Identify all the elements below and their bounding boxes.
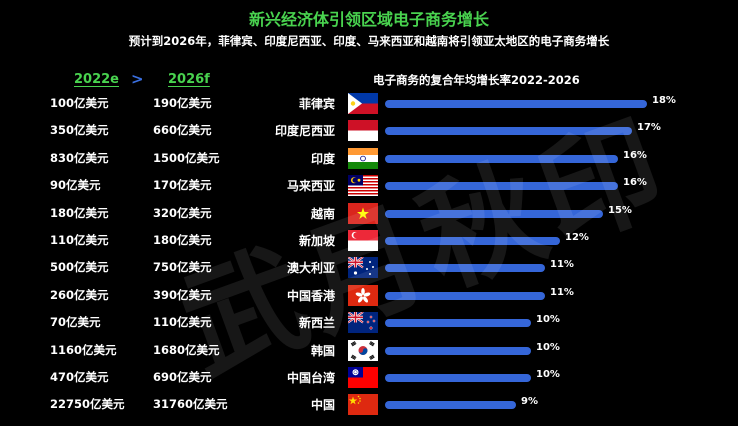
indonesia-flag-icon — [348, 120, 378, 142]
chart-row: 470亿美元 690亿美元 中国台湾 10% — [0, 364, 738, 391]
bar — [385, 264, 545, 273]
bar-value-label: 17% — [637, 122, 661, 134]
india-flag-icon — [348, 147, 378, 169]
philippines-flag-icon — [348, 93, 378, 114]
chart-row: 1160亿美元 1680亿美元 韩国 10% — [0, 337, 738, 364]
chart-subtitle: 预计到2026年，菲律宾、印度尼西亚、印度、马来西亚和越南将引领亚太地区的电子商… — [128, 34, 610, 48]
country-label: 越南 — [310, 206, 335, 221]
taiwan-flag-icon — [348, 367, 378, 388]
newzealand-flag-icon — [348, 312, 378, 334]
bar-value-label: 11% — [550, 259, 574, 271]
australia-flag-icon — [348, 257, 378, 279]
value-2022: 22750亿美元 — [50, 397, 125, 412]
value-2026: 190亿美元 — [153, 96, 212, 110]
value-2026: 180亿美元 — [153, 233, 212, 247]
bar — [385, 182, 618, 191]
chart-row: 260亿美元 390亿美元 中国香港 11% — [0, 282, 738, 309]
bar — [385, 209, 603, 218]
chart-row: 110亿美元 180亿美元 新加坡 12% — [0, 227, 738, 254]
country-label: 中国 — [310, 398, 335, 413]
column-arrow: > — [131, 70, 144, 88]
bar — [385, 127, 632, 136]
column-header-2026: 2026f — [168, 72, 210, 87]
bar-value-label: 11% — [550, 286, 574, 298]
bar — [385, 374, 531, 382]
country-label: 澳大利亚 — [286, 261, 335, 276]
bar — [385, 319, 531, 328]
value-2022: 1160亿美元 — [50, 342, 117, 357]
value-2022: 180亿美元 — [50, 205, 109, 220]
country-label: 马来西亚 — [286, 179, 335, 194]
chart-row: 22750亿美元 31760亿美元 中国 9% — [0, 391, 738, 418]
country-label: 新西兰 — [298, 316, 335, 331]
value-2026: 110亿美元 — [153, 315, 212, 330]
country-label: 中国台湾 — [286, 371, 335, 385]
value-2022: 70亿美元 — [50, 315, 101, 330]
bar — [385, 154, 618, 163]
value-2026: 1680亿美元 — [153, 342, 220, 357]
china-flag-icon — [348, 394, 378, 416]
bar — [385, 346, 531, 355]
value-2022: 100亿美元 — [50, 96, 109, 110]
value-2026: 690亿美元 — [153, 370, 212, 384]
chart-title-main: 新兴经济体引领区域电子商务增长 — [248, 10, 489, 29]
value-2026: 750亿美元 — [153, 260, 212, 275]
bar-value-label: 12% — [565, 232, 589, 243]
chart-row: 500亿美元 750亿美元 澳大利亚 11% — [0, 254, 738, 281]
bar-value-label: 15% — [608, 204, 632, 216]
column-header-2022: 2022e — [74, 72, 119, 87]
value-2026: 170亿美元 — [153, 178, 212, 193]
bar-value-label: 16% — [623, 177, 647, 189]
singapore-flag-icon — [348, 230, 378, 251]
chart-row: 180亿美元 320亿美元 越南 15% — [0, 200, 738, 227]
value-2022: 500亿美元 — [50, 260, 109, 275]
chart-row: 350亿美元 660亿美元 印度尼西亚 17% — [0, 117, 738, 144]
korea-flag-icon — [348, 339, 378, 361]
bar-value-label: 16% — [623, 149, 647, 161]
value-2026: 660亿美元 — [153, 123, 212, 138]
country-label: 中国香港 — [286, 288, 335, 303]
bar-chart-title: 电子商务的复合年均增长率2022-2026 — [373, 73, 580, 87]
value-2022: 260亿美元 — [50, 287, 109, 302]
bar-value-label: 10% — [536, 341, 560, 353]
bar — [385, 291, 545, 300]
bar — [385, 401, 516, 410]
chart-row: 830亿美元 1500亿美元 印度 16% — [0, 145, 738, 172]
malaysia-flag-icon — [348, 175, 378, 197]
chart-row: 90亿美元 170亿美元 马来西亚 16% — [0, 172, 738, 199]
country-label: 印度尼西亚 — [274, 124, 335, 139]
country-label: 韩国 — [310, 343, 335, 358]
bar-value-label: 10% — [536, 314, 560, 326]
bar-value-label: 9% — [521, 396, 538, 408]
value-2026: 1500亿美元 — [153, 150, 220, 165]
value-2022: 830亿美元 — [50, 150, 109, 165]
value-2022: 110亿美元 — [50, 233, 109, 247]
vietnam-flag-icon — [348, 202, 378, 224]
country-label: 新加坡 — [298, 234, 335, 248]
bar-value-label: 18% — [652, 95, 676, 106]
value-2026: 390亿美元 — [153, 287, 212, 302]
country-label: 印度 — [310, 151, 335, 166]
value-2022: 90亿美元 — [50, 178, 101, 193]
value-2026: 320亿美元 — [153, 205, 212, 220]
hongkong-flag-icon — [348, 284, 378, 306]
bar-value-label: 10% — [536, 369, 560, 380]
chart-row: 100亿美元 190亿美元 菲律宾 18% — [0, 90, 738, 117]
bar — [385, 100, 647, 108]
bar — [385, 237, 560, 245]
value-2022: 350亿美元 — [50, 123, 109, 138]
country-label: 菲律宾 — [298, 97, 335, 111]
value-2026: 31760亿美元 — [153, 397, 228, 412]
value-2022: 470亿美元 — [50, 370, 109, 384]
chart-row: 70亿美元 110亿美元 新西兰 10% — [0, 309, 738, 336]
